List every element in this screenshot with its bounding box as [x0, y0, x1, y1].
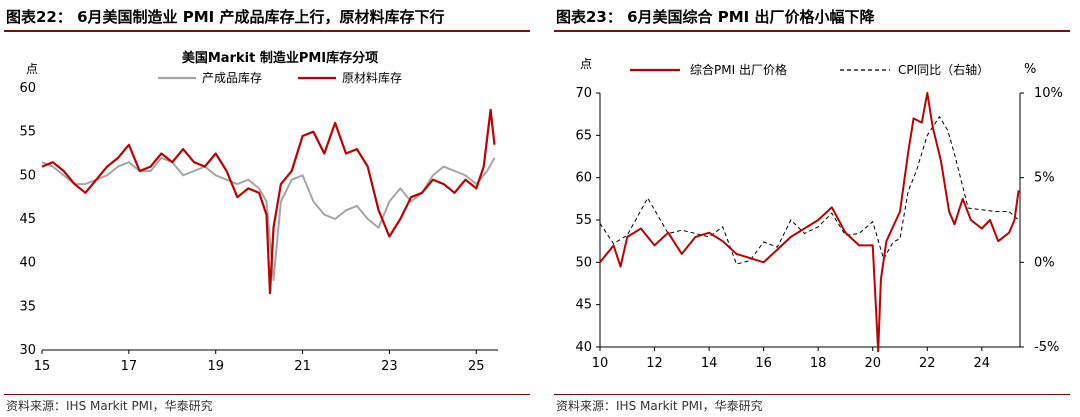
chart-panel-inventory: 图表22： 6月美国制造业 PMI 产成品库存上行，原材料库存下行 美国Mark… [4, 8, 530, 413]
legend-label: 产成品库存 [202, 70, 262, 85]
y-tick-label: 40 [575, 340, 592, 355]
chart-panel-prices: 图表23： 6月美国综合 PMI 出厂价格小幅下降 点% 40 45 50 55 60 65… [550, 0, 1080, 417]
source-divider [554, 394, 1070, 395]
x-tick-label: 24 [974, 356, 991, 371]
caption-divider [554, 30, 1070, 32]
x-tick-label: 17 [121, 359, 138, 374]
source-divider [4, 394, 530, 395]
x-tick-label: 22 [919, 356, 936, 371]
y2-tick-label: 0% [1034, 255, 1055, 270]
chart-title: 美国Markit 制造业PMI库存分项 [182, 50, 378, 66]
y-tick-label: 60 [575, 171, 592, 186]
x-tick-label: 19 [207, 359, 224, 374]
x-tick-label: 23 [381, 359, 398, 374]
y-tick-label: 60 [19, 81, 36, 96]
y-tick-label: 55 [575, 213, 592, 228]
x-tick-label: 20 [864, 356, 881, 371]
legend-label: 综合PMI 出厂价格 [690, 62, 787, 77]
y-tick-label: 50 [575, 255, 592, 270]
x-tick-label: 12 [646, 356, 663, 371]
x-tick-label: 16 [755, 356, 772, 371]
x-tick-label: 14 [701, 356, 718, 371]
y-axis-unit: 点 [580, 57, 592, 71]
caption-divider [4, 30, 530, 32]
legend-label: 原材料库存 [342, 70, 402, 85]
y2-axis-unit: % [1024, 62, 1036, 77]
y-tick-label: 30 [19, 343, 36, 358]
y-tick-label: 55 [19, 125, 36, 140]
y-tick-label: 70 [575, 86, 592, 101]
y-tick-label: 35 [19, 299, 36, 314]
output-price-line [599, 92, 1020, 353]
y-tick-label: 40 [19, 256, 36, 271]
x-tick-label: 21 [294, 359, 311, 374]
y2-tick-label: -5% [1034, 340, 1059, 355]
output-price-chart: 点 % 40 45 50 55 60 65 70 -5% 0% 5% 10% 10 12 14 16 18 20 22… [575, 57, 1063, 371]
legend-label: CPI同比（右轴） [898, 62, 989, 77]
y-axis-unit: 点 [26, 62, 38, 76]
y-tick-label: 50 [19, 168, 36, 183]
y-tick-label: 45 [575, 298, 592, 313]
figure-caption: 图表23： 6月美国综合 PMI 出厂价格小幅下降 [556, 8, 875, 26]
raw-materials-line [41, 108, 496, 295]
x-tick-label: 18 [810, 356, 827, 371]
figure-caption: 图表22： 6月美国制造业 PMI 产成品库存上行，原材料库存下行 [6, 8, 445, 26]
x-tick-label: 15 [34, 359, 51, 374]
x-tick-label: 10 [592, 356, 609, 371]
y2-tick-label: 5% [1034, 171, 1055, 186]
source-note: 资料来源：IHS Markit PMI，华泰研究 [6, 399, 213, 413]
y2-tick-label: 10% [1034, 86, 1063, 101]
y-tick-label: 45 [19, 212, 36, 227]
cpi-line [599, 115, 1019, 265]
x-tick-label: 25 [468, 359, 485, 374]
y-tick-label: 65 [575, 128, 592, 143]
source-note: 资料来源：IHS Markit PMI，华泰研究 [556, 399, 763, 413]
